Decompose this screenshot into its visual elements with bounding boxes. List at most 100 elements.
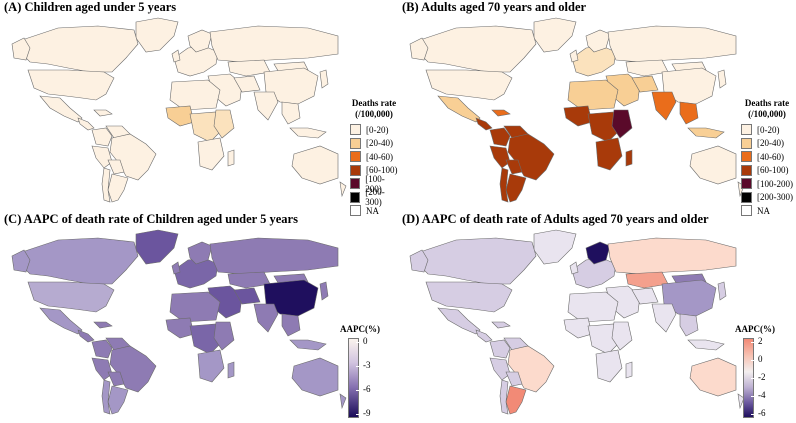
region-madagascar (625, 149, 633, 167)
panel-d: (D) AAPC of death rate of Adults aged 70… (398, 212, 796, 423)
legend-item: [40-60) (350, 150, 398, 164)
region-alaska (409, 249, 429, 273)
region-seasia (679, 313, 699, 337)
region-japan (319, 69, 329, 89)
colorbar-tick-label: 0 (758, 354, 763, 364)
colorbar-d-title: AAPC(%) (735, 324, 775, 334)
region-bolivia (505, 371, 523, 387)
region-canada (417, 25, 537, 73)
region-nz (737, 393, 745, 410)
legend-label: [100-200) (757, 178, 793, 189)
legend-title-line2: (/100,000) (748, 109, 786, 119)
region-australia (291, 145, 339, 185)
legend-label: [200-300) (365, 187, 385, 208)
colorbar-tick-mark (751, 414, 754, 415)
map-c (11, 229, 347, 415)
legend-item: NA (741, 204, 793, 218)
legend-label: [60-100) (366, 165, 398, 176)
legend-swatch (741, 164, 752, 176)
region-mexico (437, 95, 481, 123)
region-caribbean (93, 109, 113, 117)
legend-swatch (741, 178, 752, 190)
region-seasia (679, 101, 699, 125)
legend-item: [0-20) (350, 123, 398, 137)
legend-title-line1: Deaths rate (351, 98, 397, 108)
region-indonesia (687, 127, 725, 139)
region-japan (717, 69, 727, 89)
colorbar-c-title: AAPC(%) (340, 324, 380, 334)
colorbar-tick-mark (751, 342, 754, 343)
colorbar-tick-mark (751, 396, 754, 397)
colorbar-tick-label: -9 (363, 408, 371, 418)
region-india (253, 303, 279, 333)
region-brazil (109, 345, 157, 393)
legend-label: [100-200) (365, 173, 385, 194)
panel-b-title: (B) Adults aged 70 years and older (402, 0, 587, 14)
legend-item: [60-100) (741, 164, 793, 178)
legend-swatch (741, 191, 752, 203)
region-nafrica (567, 291, 619, 323)
region-peru (91, 357, 113, 381)
region-colombia (489, 127, 511, 147)
region-argentina (505, 385, 527, 415)
region-chile (499, 379, 509, 415)
region-safrica (197, 349, 225, 383)
region-peru (91, 145, 113, 169)
legend-title-line2: (/100,000) (355, 109, 393, 119)
region-chile (499, 167, 509, 203)
region-bolivia (107, 159, 125, 175)
region-usa (27, 69, 115, 101)
region-mexico (39, 95, 83, 123)
legend-item: [20-40) (741, 137, 793, 151)
region-peru (489, 357, 511, 381)
region-greenland (135, 17, 179, 53)
colorbar-tick-label: -2 (758, 372, 766, 382)
region-scandinavia (187, 241, 213, 265)
region-iran (631, 287, 659, 305)
region-argentina (505, 173, 527, 203)
region-greenland (533, 229, 577, 265)
region-colombia (91, 127, 113, 147)
colorbar-tick-mark (751, 378, 754, 379)
legend-label: [60-100) (757, 165, 789, 176)
legend-swatch (350, 137, 361, 149)
panel-c-title: (C) AAPC of death rate of Children aged … (4, 212, 298, 226)
region-colombia (91, 339, 113, 359)
legend-swatch (350, 178, 361, 190)
region-seasia (281, 313, 301, 337)
region-usa (425, 281, 513, 313)
panel-b: (B) Adults aged 70 years and older Death… (398, 0, 796, 217)
panel-a: (A) Children aged under 5 years Deaths r… (0, 0, 398, 217)
region-central (77, 329, 95, 343)
region-russia (607, 25, 737, 63)
region-canada (417, 237, 537, 285)
region-nz (339, 393, 347, 410)
region-greenland (135, 229, 179, 265)
region-caribbean (93, 321, 113, 329)
legend-swatch (350, 151, 361, 163)
region-alaska (11, 249, 31, 273)
region-central (77, 117, 95, 131)
region-wafrica (563, 317, 593, 339)
region-brazil (507, 133, 555, 181)
region-india (651, 91, 677, 121)
legend-items: [0-20) [20-40) [40-60) [60-100) [100-200) [20… (741, 123, 793, 218)
region-madagascar (625, 361, 633, 379)
region-cafrica (189, 111, 223, 143)
region-bolivia (107, 371, 125, 387)
legend-swatch (350, 124, 361, 136)
region-iran (233, 75, 261, 93)
region-wafrica (563, 105, 593, 127)
map-c-regions (11, 229, 347, 415)
region-scandinavia (585, 241, 611, 265)
region-wafrica (165, 317, 195, 339)
region-australia (689, 145, 737, 185)
panel-c: (C) AAPC of death rate of Children aged … (0, 212, 398, 423)
colorbar-tick-label: 0 (363, 336, 368, 346)
region-colombia (489, 339, 511, 359)
colorbar-tick-mark (356, 390, 359, 391)
region-nafrica (567, 79, 619, 111)
region-madagascar (227, 149, 235, 167)
legend-swatch (350, 164, 361, 176)
region-central (475, 329, 493, 343)
